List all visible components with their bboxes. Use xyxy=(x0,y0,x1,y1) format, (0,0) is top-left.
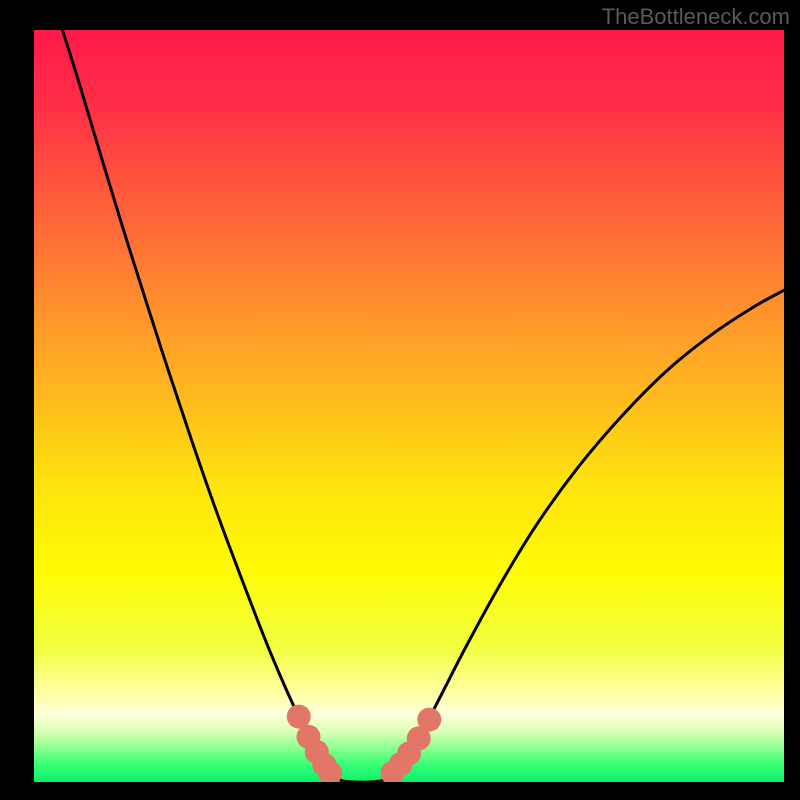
gradient-background xyxy=(34,30,784,782)
watermark-text: TheBottleneck.com xyxy=(602,4,790,30)
chart-container: TheBottleneck.com xyxy=(0,0,800,800)
data-marker xyxy=(417,708,441,732)
plot-area xyxy=(34,30,784,782)
